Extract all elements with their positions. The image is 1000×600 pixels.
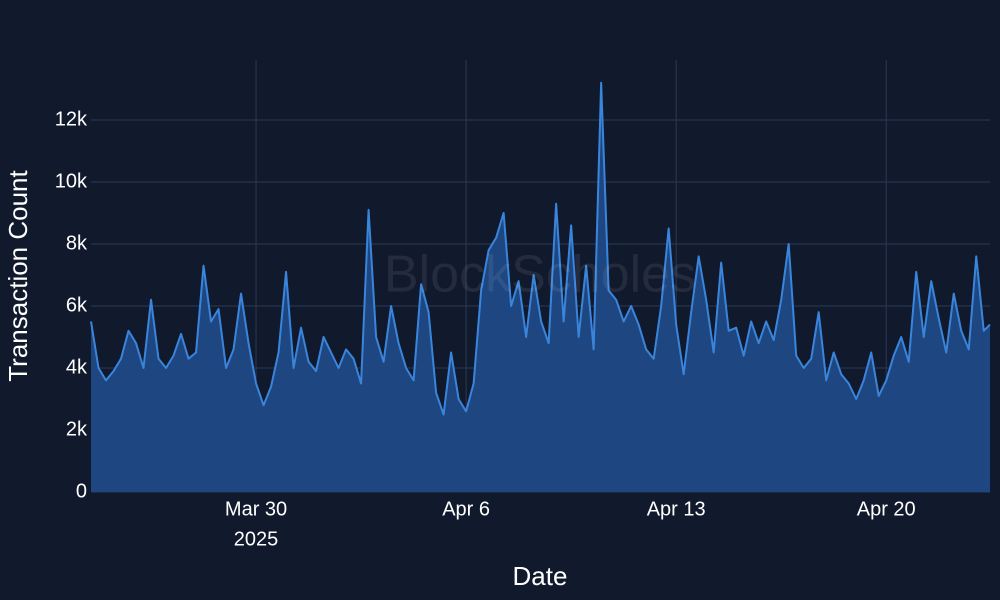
- x-tick-label: Apr 20: [857, 498, 916, 520]
- watermark: BlockScholes: [384, 246, 696, 304]
- x-tick-label: Apr 6: [442, 498, 490, 520]
- y-tick-label: 10k: [55, 170, 88, 192]
- area-fill: [91, 82, 990, 492]
- y-tick-label: 6k: [66, 294, 88, 316]
- area-line: [90, 81, 991, 416]
- y-axis-title: Transaction Count: [3, 169, 33, 381]
- y-tick-label: 4k: [66, 356, 88, 378]
- y-tick-label: 8k: [66, 232, 88, 254]
- x-axis-title: Date: [513, 561, 568, 591]
- x-tick-label: Apr 13: [647, 498, 706, 520]
- x-tick-label: Mar 30: [225, 498, 287, 520]
- y-tick-label: 0: [76, 480, 87, 502]
- axes: 0 2k 4k 6k 8k 10k 12k Mar 30 2025 Apr 6 Apr 13 Apr …: [55, 108, 916, 550]
- y-tick-label: 12k: [55, 108, 88, 130]
- y-tick-label: 2k: [66, 418, 88, 440]
- x-tick-label: 2025: [234, 528, 279, 550]
- plot: [90, 81, 991, 492]
